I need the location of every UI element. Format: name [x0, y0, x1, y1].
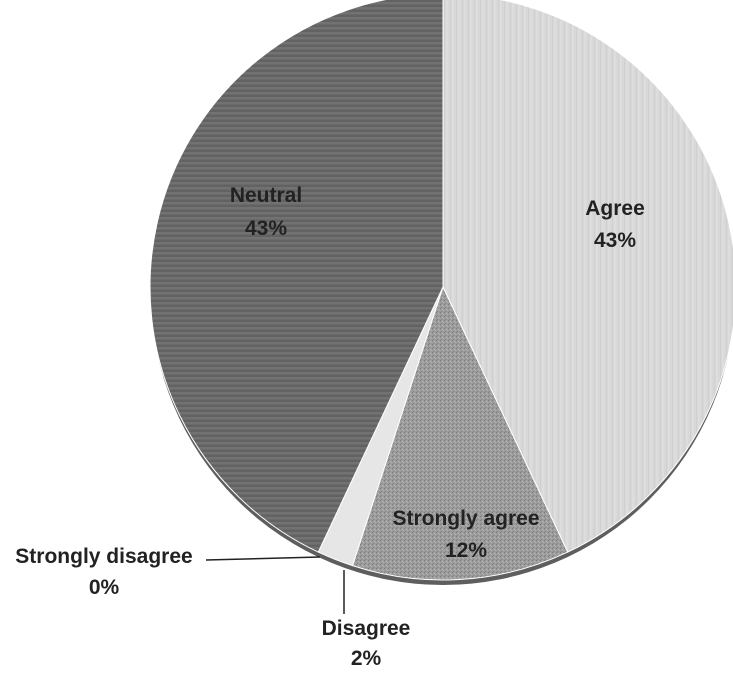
slices-layer: [149, 0, 733, 581]
slice-label-agree: Agree: [585, 197, 645, 220]
leader-line-strongly-disagree: [205, 556, 321, 561]
pie-slice-agree: [442, 0, 733, 553]
slice-value-neutral: 43%: [245, 217, 287, 240]
pie-slice-strongly-agree: [351, 285, 569, 581]
leader-lines-layer: [205, 556, 345, 614]
slice-label-disagree: Disagree: [322, 617, 411, 640]
slice-value-disagree: 2%: [351, 647, 382, 670]
slice-value-strongly-agree: 12%: [445, 539, 487, 562]
slice-value-strongly-disagree: 0%: [89, 576, 120, 599]
slice-label-strongly-disagree: Strongly disagree: [15, 545, 192, 568]
slice-label-strongly-agree: Strongly agree: [392, 507, 539, 530]
slice-label-neutral: Neutral: [230, 184, 302, 207]
slice-value-agree: 43%: [594, 229, 636, 252]
pie-slice-neutral: [149, 0, 444, 553]
slice-labels-layer: Agree 43% Strongly agree 12% Disagree 2% Stron…: [15, 184, 644, 670]
